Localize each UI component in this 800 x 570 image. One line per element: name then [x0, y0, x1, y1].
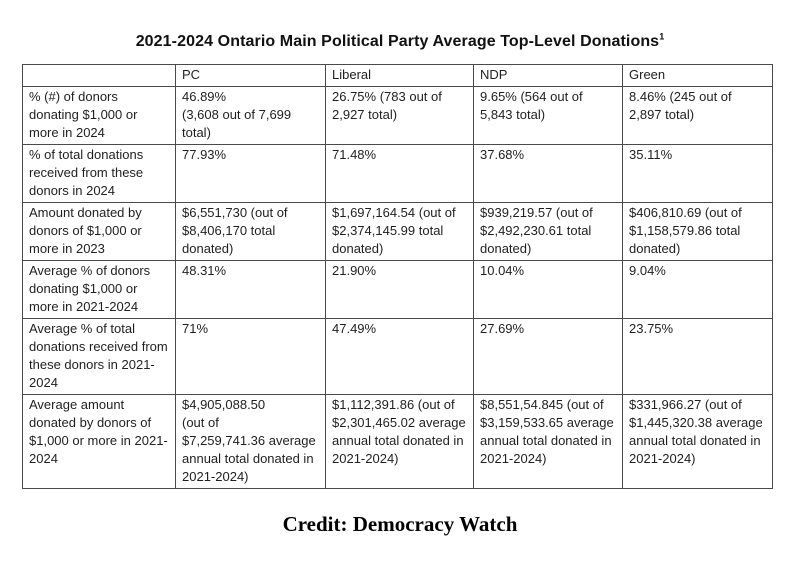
data-cell: 37.68% — [473, 144, 623, 203]
data-cell: $4,905,088.50 (out of $7,259,741.36 aver… — [175, 394, 326, 489]
column-header-pc: PC — [175, 64, 326, 87]
data-cell: $939,219.57 (out of $2,492,230.61 total … — [473, 202, 623, 261]
data-cell: 46.89% (3,608 out of 7,699 total) — [175, 86, 326, 145]
data-cell: $6,551,730 (out of $8,406,170 total dona… — [175, 202, 326, 261]
column-header-green: Green — [622, 64, 773, 87]
data-cell: 21.90% — [325, 260, 474, 319]
donations-table: PC Liberal NDP Green % (#) of donors don… — [22, 64, 773, 489]
data-cell: 26.75% (783 out of 2,927 total) — [325, 86, 474, 145]
data-cell: 9.65% (564 out of 5,843 total) — [473, 86, 623, 145]
data-cell: 48.31% — [175, 260, 326, 319]
data-cell: 71.48% — [325, 144, 474, 203]
column-header-ndp: NDP — [473, 64, 623, 87]
data-cell: 35.11% — [622, 144, 773, 203]
page-title: 2021-2024 Ontario Main Political Party A… — [10, 32, 790, 51]
row-label: % (#) of donors donating $1,000 or more … — [22, 86, 176, 145]
data-cell: 47.49% — [325, 318, 474, 395]
page-title-text: 2021-2024 Ontario Main Political Party A… — [135, 33, 660, 50]
column-header-blank — [22, 64, 176, 87]
data-cell: 27.69% — [473, 318, 623, 395]
row-label: Amount donated by donors of $1,000 or mo… — [22, 202, 176, 261]
data-cell: $1,112,391.86 (out of $2,301,465.02 aver… — [325, 394, 474, 489]
table-row: % (#) of donors donating $1,000 or more … — [22, 86, 773, 145]
table-row: Amount donated by donors of $1,000 or mo… — [22, 202, 773, 261]
data-cell: 9.04% — [622, 260, 773, 319]
header-row: PC Liberal NDP Green — [22, 64, 773, 87]
data-cell: $1,697,164.54 (out of $2,374,145.99 tota… — [325, 202, 474, 261]
table-row: Average % of donors donating $1,000 or m… — [22, 260, 773, 319]
title-footnote-marker: 1 — [659, 31, 665, 42]
data-cell: 77.93% — [175, 144, 326, 203]
data-cell: $331,966.27 (out of $1,445,320.38 averag… — [622, 394, 773, 489]
data-cell: 23.75% — [622, 318, 773, 395]
table-row: Average % of total donations received fr… — [22, 318, 773, 395]
column-header-liberal: Liberal — [325, 64, 474, 87]
credit-line: Credit: Democracy Watch — [282, 512, 518, 536]
data-cell: $406,810.69 (out of $1,158,579.86 total … — [622, 202, 773, 261]
row-label: Average amount donated by donors of $1,0… — [22, 394, 176, 489]
table-row: Average amount donated by donors of $1,0… — [22, 394, 773, 489]
table-row: % of total donations received from these… — [22, 144, 773, 203]
data-cell: 8.46% (245 out of 2,897 total) — [622, 86, 773, 145]
row-label: % of total donations received from these… — [22, 144, 176, 203]
data-cell: 10.04% — [473, 260, 623, 319]
row-label: Average % of total donations received fr… — [22, 318, 176, 395]
row-label: Average % of donors donating $1,000 or m… — [22, 260, 176, 319]
data-cell: $8,551,54.845 (out of $3,159,533.65 aver… — [473, 394, 623, 489]
data-cell: 71% — [175, 318, 326, 395]
